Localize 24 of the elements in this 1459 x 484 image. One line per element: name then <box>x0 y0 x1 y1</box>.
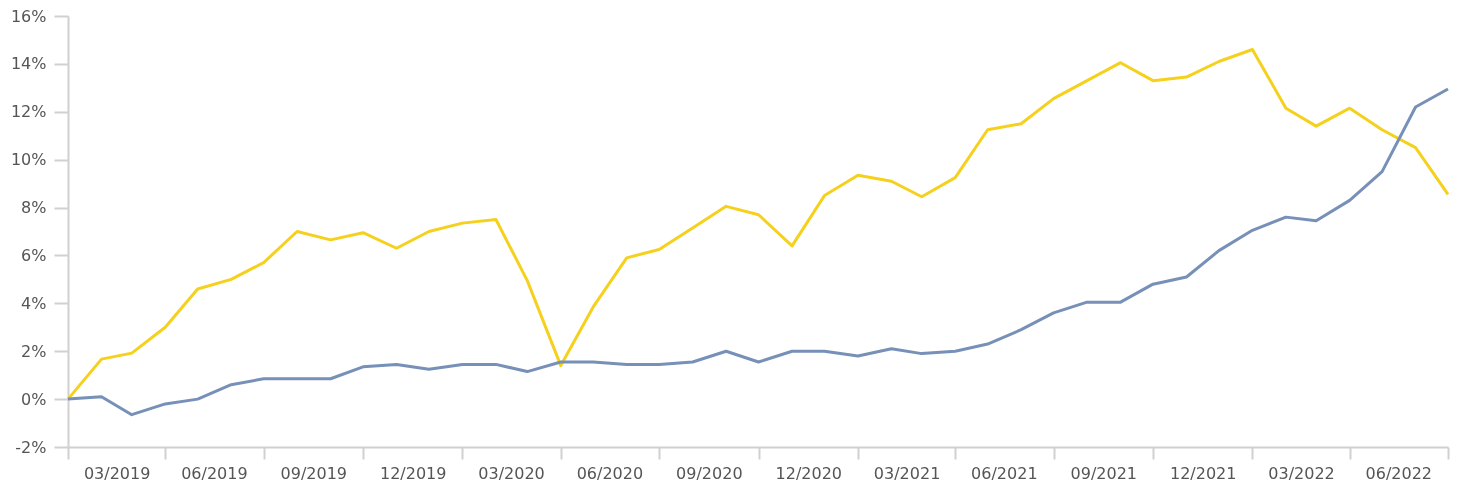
x-tick-label: 06/2019 <box>181 463 248 483</box>
x-tick-label: 12/2019 <box>380 463 447 483</box>
y-tick-label: 6% <box>21 245 47 265</box>
y-tick-label: 4% <box>21 293 47 313</box>
x-tick-label: 12/2020 <box>775 463 842 483</box>
y-tick-label: 2% <box>21 341 47 361</box>
y-tick-label: 16% <box>10 6 47 26</box>
x-tick-label: 03/2022 <box>1268 463 1335 483</box>
y-tick-label: 10% <box>10 150 47 170</box>
x-tick-label: 03/2021 <box>873 463 941 483</box>
x-tick-label: 06/2020 <box>576 463 644 483</box>
y-tick-label: 12% <box>10 102 47 122</box>
x-tick-label: 09/2019 <box>280 463 348 483</box>
x-tick-label: 03/2019 <box>83 463 151 483</box>
x-tick-label: 09/2021 <box>1070 463 1137 483</box>
x-tick-label: 06/2021 <box>971 463 1038 483</box>
y-tick-label: 8% <box>21 198 47 218</box>
x-tick-label: 03/2020 <box>478 463 545 483</box>
x-tick-label: 06/2022 <box>1365 463 1433 483</box>
y-tick-label: 14% <box>10 54 47 74</box>
y-tick-label: -2% <box>15 437 47 457</box>
y-tick-label: 0% <box>21 389 47 409</box>
x-tick-label: 09/2020 <box>676 463 743 483</box>
x-tick-label: 12/2021 <box>1169 463 1237 483</box>
